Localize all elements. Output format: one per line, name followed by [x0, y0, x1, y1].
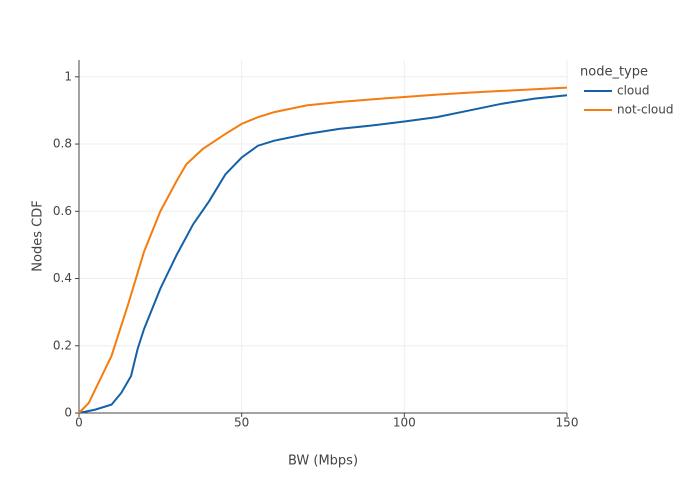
series-line	[78, 94, 568, 414]
y-tick-label: 0.4	[53, 271, 72, 285]
x-tick-label: 150	[556, 416, 579, 430]
legend-title: node_type	[580, 65, 648, 80]
legend-label: not-cloud	[617, 103, 673, 117]
y-tick-label: 0.2	[53, 338, 72, 352]
series-line	[78, 86, 568, 414]
y-tick-label: 1	[64, 69, 72, 83]
y-tick-label: 0.6	[53, 204, 72, 218]
legend-label: cloud	[617, 84, 650, 98]
x-tick-label: 100	[393, 416, 416, 430]
y-tick-label: 0	[64, 406, 72, 420]
x-tick-label: 0	[75, 416, 83, 430]
x-axis-label: BW (Mbps)	[288, 454, 358, 469]
y-tick-label: 0.8	[53, 137, 72, 151]
y-axis-label: Nodes CDF	[31, 200, 46, 271]
x-tick-label: 50	[234, 416, 249, 430]
